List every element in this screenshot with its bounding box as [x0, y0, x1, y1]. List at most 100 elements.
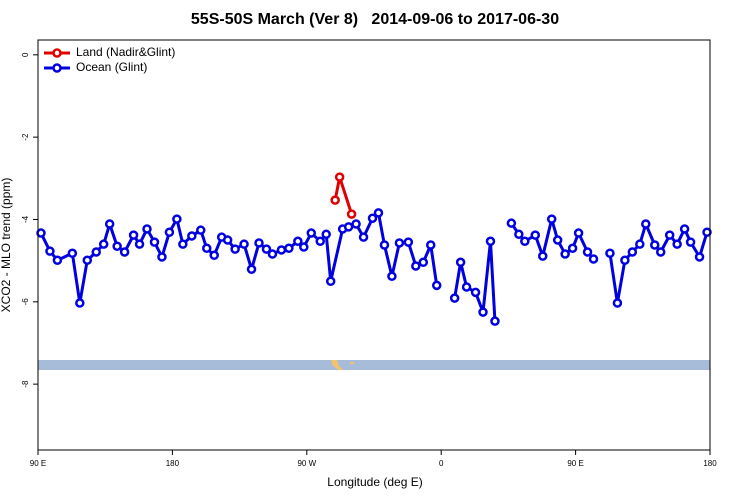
data-point: [485, 236, 496, 247]
data-point: [157, 252, 167, 262]
legend-label: Ocean (Glint): [76, 60, 147, 74]
data-point: [276, 245, 287, 255]
data-point: [67, 248, 78, 258]
chart-title: 55S-50S March (Ver 8) 2014-09-06 to 2017…: [191, 11, 559, 28]
data-point: [346, 209, 357, 219]
data-point: [45, 246, 55, 256]
data-point: [612, 298, 623, 308]
y-tick-label: -8: [21, 380, 30, 388]
data-point: [52, 255, 63, 265]
data-point: [546, 214, 557, 224]
data-point: [82, 255, 93, 265]
data-point: [119, 247, 130, 257]
x-tick-label: 90 E: [567, 459, 583, 468]
data-point: [351, 219, 361, 229]
data-point: [520, 236, 530, 247]
data-point: [387, 271, 397, 282]
data-point: [490, 316, 500, 326]
legend-marker: [52, 48, 62, 58]
y-tick-label: -2: [21, 133, 30, 141]
data-point: [196, 225, 206, 235]
data-point: [425, 240, 436, 250]
data-point: [334, 172, 345, 182]
data-point: [284, 243, 294, 254]
data-point: [142, 224, 152, 234]
data-point: [373, 208, 384, 218]
data-point: [514, 229, 524, 240]
data-point: [455, 257, 466, 268]
data-point: [635, 239, 645, 249]
data-point: [506, 218, 517, 228]
data-point: [530, 230, 541, 240]
data-point: [330, 195, 340, 205]
y-tick-label: -6: [21, 298, 30, 306]
data-point: [664, 230, 675, 240]
data-point: [367, 213, 378, 223]
data-point: [431, 280, 442, 291]
data-point: [567, 243, 578, 254]
x-tick-label: 180: [166, 459, 180, 468]
y-axis-label: XCO2 - MLO trend (ppm): [0, 178, 13, 313]
data-point: [306, 228, 317, 238]
data-point: [470, 287, 481, 298]
data-point: [293, 236, 303, 247]
data-point: [209, 250, 219, 261]
data-point: [343, 222, 354, 232]
x-tick-label: 180: [703, 459, 717, 468]
data-point: [112, 241, 122, 251]
y-tick-label: -4: [21, 215, 30, 223]
data-point: [325, 276, 336, 286]
data-point: [394, 238, 405, 248]
data-point: [461, 282, 472, 292]
data-point: [672, 239, 682, 249]
data-point: [246, 264, 257, 275]
x-tick-label: 90 W: [297, 459, 316, 468]
data-point: [702, 227, 712, 237]
data-point: [164, 227, 175, 237]
data-point: [267, 249, 278, 259]
data-point: [178, 239, 188, 249]
data-point: [36, 228, 46, 238]
land-ocean-strip: [38, 360, 710, 370]
data-point: [641, 219, 651, 229]
data-point: [655, 247, 666, 257]
data-point: [222, 235, 233, 245]
data-point: [588, 254, 599, 264]
data-point: [449, 293, 460, 303]
data-point: [403, 237, 414, 247]
data-point: [560, 249, 570, 259]
data-point: [694, 252, 705, 262]
data-point: [358, 232, 369, 242]
legend-label: Land (Nadir&Glint): [76, 45, 175, 59]
data-point: [649, 240, 660, 250]
data-point: [91, 247, 101, 257]
data-point: [552, 235, 563, 245]
x-axis-label: Longitude (deg E): [327, 475, 422, 489]
data-point: [685, 237, 696, 247]
data-point: [620, 255, 630, 265]
data-point: [605, 248, 615, 258]
data-point: [104, 219, 115, 229]
data-point: [75, 298, 85, 308]
data-point: [573, 228, 584, 238]
plot-frame: [37, 39, 711, 451]
data-point: [321, 229, 331, 240]
x-tick-label: 0: [439, 459, 444, 468]
y-tick-label: 0: [21, 52, 30, 57]
data-point: [411, 261, 421, 271]
data-point: [254, 238, 264, 248]
data-point: [315, 236, 325, 247]
plot-area: 90 E 180 90 W 0 90 E 180 0 -2 -4 -6 -8 Land (Nadir&…: [21, 45, 717, 468]
data-point: [261, 244, 272, 254]
data-point: [418, 257, 429, 268]
data-point: [582, 247, 593, 257]
data-point: [679, 224, 690, 234]
data-point: [172, 214, 182, 224]
data-point: [379, 240, 390, 250]
data-point: [201, 243, 212, 254]
legend-marker: [52, 63, 62, 73]
data-point: [230, 244, 240, 254]
